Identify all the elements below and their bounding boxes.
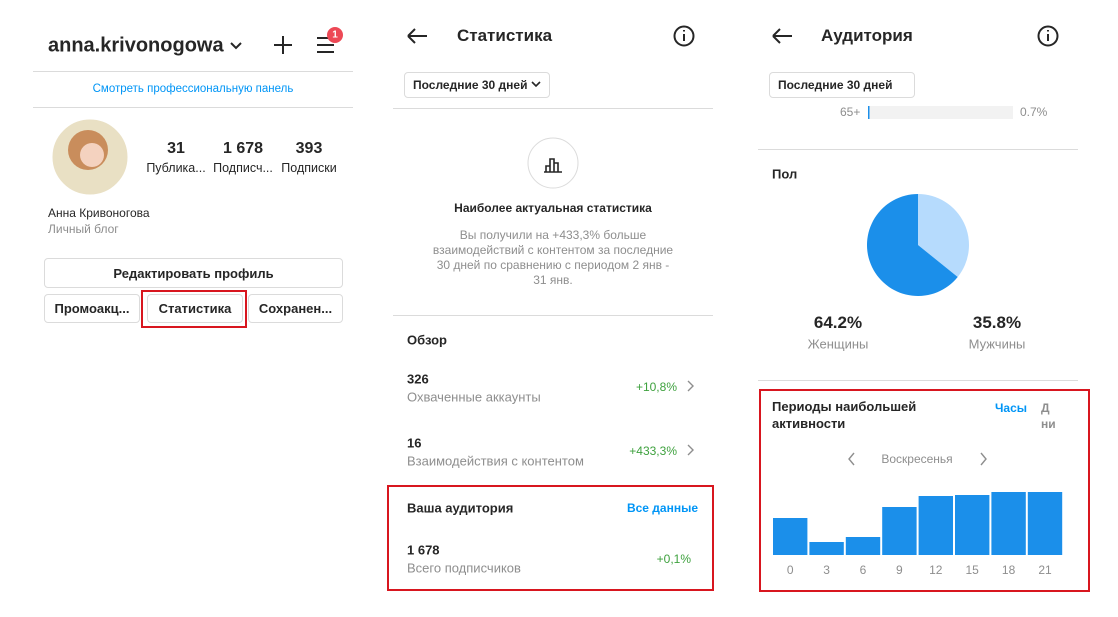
period: Последние 30 дней — [778, 78, 893, 92]
stat-value: 393 — [295, 140, 323, 157]
tab-days[interactable]: Дни — [1041, 401, 1056, 431]
info-icon — [1037, 25, 1059, 47]
bar — [955, 495, 990, 555]
x-tick-label: 15 — [965, 563, 979, 577]
screen-title: Аудитория — [821, 26, 913, 45]
highlight-text: Вы получили на +433,3% больше — [459, 228, 647, 242]
tab-hours[interactable]: Часы — [995, 401, 1028, 415]
button[interactable]: Сохранен... — [248, 294, 343, 323]
back-icon — [407, 28, 427, 44]
age-track — [868, 106, 1013, 119]
divider — [393, 108, 713, 109]
metric-change: +0,1% — [656, 552, 691, 566]
gender-value: 64.2% — [813, 313, 863, 332]
metric-label[interactable]: Охваченные аккаунты — [407, 389, 541, 405]
highlight-box — [387, 485, 714, 591]
avatar-face — [80, 143, 104, 167]
day-label: Воскресенья — [881, 452, 953, 466]
x-tick-label: 0 — [786, 563, 794, 577]
full-name: Анна Кривоногова — [48, 206, 150, 220]
metric-value: 16 — [407, 435, 422, 451]
section-title: Ваша аудитория — [407, 500, 514, 516]
bio: Личный блог — [48, 222, 119, 236]
bar — [882, 507, 917, 555]
section-title: Пол — [772, 166, 798, 182]
stat-label[interactable]: Подписки — [281, 161, 337, 175]
metric-change: +10,8% — [635, 380, 677, 394]
pro-link[interactable]: Смотреть профессиональную панель — [92, 83, 294, 95]
gender-label: Мужчины — [968, 336, 1026, 352]
age-value: 0.7% — [1020, 105, 1048, 119]
metric-value: 326 — [407, 371, 429, 387]
gender-value: 35.8% — [972, 313, 1022, 332]
badge-count: 1 — [332, 29, 338, 41]
day-arrows — [848, 452, 987, 466]
x-tick-label: 18 — [1001, 563, 1016, 577]
divider — [33, 71, 353, 72]
chevron-icon — [230, 42, 242, 50]
info-icon — [673, 25, 695, 47]
edit-button[interactable]: Редактировать профиль — [44, 258, 343, 288]
gender-label: Женщины — [807, 336, 869, 352]
stat-label[interactable]: Подписч... — [213, 161, 273, 175]
button[interactable]: Статистика — [147, 294, 243, 323]
username[interactable]: anna.krivonogowa — [48, 34, 224, 57]
divider — [758, 380, 1078, 381]
bar — [918, 496, 953, 555]
chart-icon-ring — [527, 137, 579, 189]
bar — [809, 542, 844, 555]
stat-value: 1 678 — [222, 140, 264, 157]
bar — [1027, 492, 1063, 555]
highlight-text: взаимодействий с контентом за последние — [432, 243, 674, 257]
period-dropdown[interactable]: Последние 30 дней — [769, 72, 915, 98]
stat-value: 31 — [167, 140, 185, 157]
divider — [33, 107, 353, 108]
row-chevrons — [687, 380, 694, 456]
chart-icon — [544, 158, 562, 173]
highlight-title: Наиболее актуальная статистика — [454, 201, 652, 215]
metric-value: 1 678 — [407, 542, 440, 558]
section-title: Периоды наибольшей активности — [772, 399, 917, 431]
metric-label: Всего подписчиков — [407, 560, 521, 576]
screen-title: Статистика — [457, 26, 553, 45]
highlight-box — [141, 290, 247, 328]
section-title: Обзор — [407, 332, 447, 348]
x-tick-label: 21 — [1038, 563, 1052, 577]
plus-icon — [274, 36, 292, 54]
bar — [845, 537, 881, 555]
x-tick-label: 6 — [859, 563, 867, 577]
pie-slice — [918, 194, 970, 278]
badge — [327, 27, 343, 43]
highlight-box — [759, 389, 1090, 592]
metric-change: +433,3% — [629, 444, 677, 458]
highlight-text: 30 дней по сравнению с периодом 2 янв - — [436, 258, 670, 272]
period: Последние 30 дней — [413, 78, 528, 92]
divider — [758, 149, 1078, 150]
x-tick-label: 3 — [823, 563, 830, 577]
divider — [393, 315, 713, 316]
bar — [991, 492, 1026, 555]
highlight-text: 31 янв. — [533, 273, 573, 287]
x-tick-label: 9 — [896, 563, 903, 577]
age-label: 65+ — [840, 105, 861, 119]
pie-slice — [867, 194, 958, 296]
back-icon — [772, 28, 792, 44]
button[interactable]: Промоакц... — [44, 294, 140, 323]
all-data-link[interactable]: Все данные — [626, 501, 698, 515]
x-tick-label: 12 — [929, 563, 943, 577]
period-dropdown[interactable]: Последние 30 дней — [404, 72, 550, 98]
metric-label[interactable]: Взаимодействия с контентом — [407, 453, 584, 469]
bar — [773, 518, 808, 555]
stat-label[interactable]: Публика... — [146, 161, 206, 175]
age-bar — [868, 106, 870, 119]
